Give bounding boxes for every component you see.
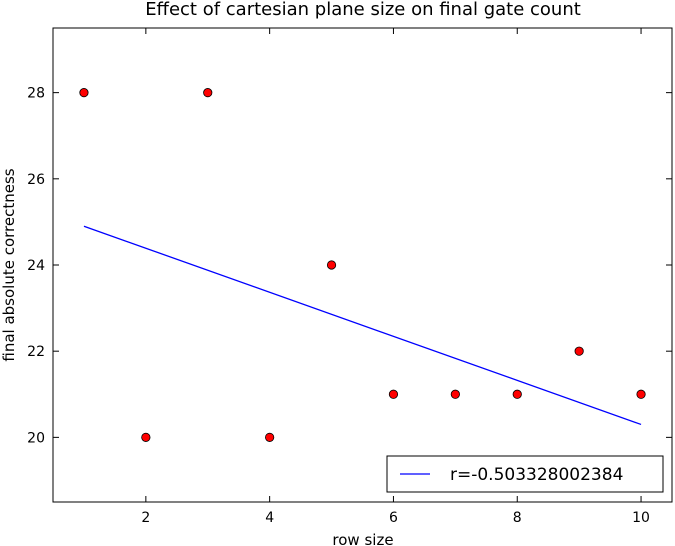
- data-point: [512, 389, 522, 399]
- fit-line-group: [83, 225, 642, 426]
- data-point: [203, 88, 213, 98]
- y-tick-label: 20: [27, 430, 45, 446]
- x-tick-label: 2: [141, 510, 150, 526]
- legend-box: [386, 455, 664, 493]
- data-point: [636, 389, 646, 399]
- data-point: [141, 432, 151, 442]
- legend: r=-0.503328002384: [386, 455, 664, 493]
- y-tick-label: 22: [27, 344, 45, 360]
- y-tick-label: 24: [27, 258, 45, 274]
- y-axis-title: final absolute correctness: [0, 168, 18, 361]
- x-tick-label: 6: [389, 510, 398, 526]
- plot-area: [52, 27, 673, 503]
- x-tick-label: 8: [513, 510, 522, 526]
- fit-line: [83, 225, 642, 426]
- data-point: [265, 432, 275, 442]
- data-point: [388, 389, 399, 399]
- chart-title: Effect of cartesian plane size on final …: [145, 0, 581, 20]
- x-tick-label: 4: [265, 510, 274, 526]
- y-tick-label: 26: [27, 172, 45, 188]
- y-tick-label: 28: [27, 86, 45, 102]
- data-point: [79, 88, 89, 98]
- data-point: [326, 260, 337, 270]
- x-tick-label: 10: [632, 510, 650, 526]
- data-points: [79, 88, 646, 442]
- data-point: [574, 346, 584, 356]
- data-point: [450, 389, 460, 399]
- x-axis-title: row size: [332, 531, 393, 546]
- legend-label: r=-0.503328002384: [450, 465, 623, 485]
